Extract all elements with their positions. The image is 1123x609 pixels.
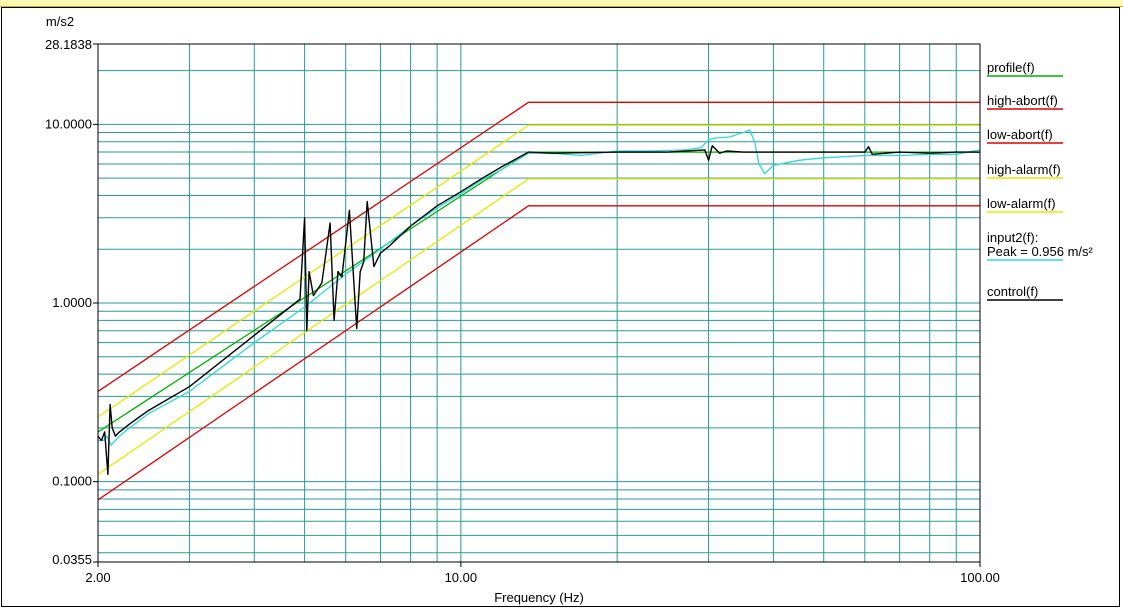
legend-peak-label: Peak = 0.956 m/s²: [987, 244, 1094, 259]
legend: profile(f) high-abort(f) low-abort(f) high-…: [987, 60, 1094, 301]
series-line-3: [97, 124, 980, 418]
series-line-6: [97, 144, 980, 475]
y-tick-labels: 28.1838 10.0000 1.0000 0.1000 0.0355: [45, 37, 98, 567]
y-tick-label: 1.0000: [52, 295, 92, 310]
series-line-0: [97, 151, 980, 433]
series-line-5: [98, 129, 981, 446]
x-tick-label: 100.00: [960, 570, 1000, 585]
x-tick-label: 2.00: [85, 570, 110, 585]
x-tick-labels: 2.00 10.00 100.00: [85, 562, 1000, 585]
series-line-1: [97, 101, 980, 392]
series-lines: [97, 101, 981, 501]
legend-label-0: profile(f): [987, 60, 1035, 75]
y-tick-label: 28.1838: [45, 37, 92, 52]
legend-label-4: low-alarm(f): [987, 196, 1056, 211]
legend-label-1: high-abort(f): [987, 93, 1058, 108]
y-tick-label: 0.0355: [52, 552, 92, 567]
plot-svg: m/s2 28.1838 10.0000 1.0000 0.1000 0.0355 2.…: [45, 14, 1094, 605]
series-line-2: [97, 205, 980, 501]
window-title-strip: [0, 0, 1123, 7]
y-axis-unit: m/s2: [46, 14, 74, 29]
legend-label-6: control(f): [987, 284, 1038, 299]
series-line-4: [97, 178, 980, 475]
y-tick-label: 0.1000: [52, 474, 92, 489]
x-tick-label: 10.00: [445, 570, 478, 585]
legend-label-2: low-abort(f): [987, 127, 1053, 142]
chart-frame: m/s2 28.1838 10.0000 1.0000 0.1000 0.0355 2.…: [1, 7, 1120, 607]
legend-label-5: input2(f):: [987, 230, 1038, 245]
legend-label-3: high-alarm(f): [987, 162, 1061, 177]
y-tick-label: 10.0000: [45, 116, 92, 131]
x-axis-label: Frequency (Hz): [494, 590, 584, 605]
